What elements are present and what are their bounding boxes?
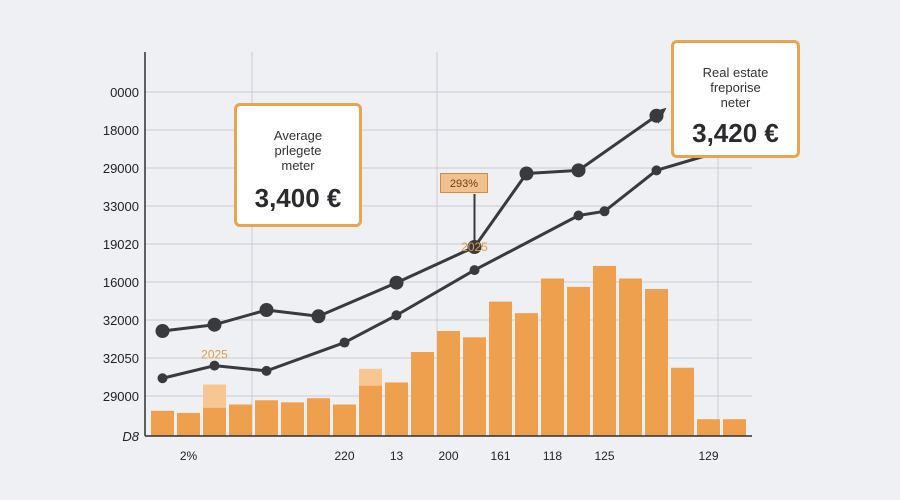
x-tick-label: 118	[543, 449, 562, 463]
series-point	[259, 303, 274, 317]
callout-average-value: 3,400 €	[254, 183, 342, 213]
bar	[697, 419, 720, 436]
x-tick-label: 161	[490, 449, 510, 463]
bar	[281, 402, 304, 436]
bar	[489, 301, 512, 436]
x-tick-label: 125	[594, 449, 614, 463]
annotation-label: 2025	[461, 240, 488, 254]
bar-highlight-cap	[359, 368, 382, 386]
bar	[229, 404, 252, 436]
x-axis-ticks: 2% 220 13 200 161 118 125 129	[180, 449, 719, 463]
bar	[463, 337, 486, 436]
series-point	[599, 206, 610, 217]
callout-average-label: Average prlegete meter	[273, 128, 323, 173]
y-tick-label: 33000	[103, 199, 139, 214]
bar	[515, 313, 538, 436]
y-axis-ticks: 0000 18000 29000 33000 19020 16000 32000 32050 2…	[103, 85, 140, 444]
series-point	[339, 337, 350, 348]
bar	[411, 352, 434, 436]
y-tick-label: 16000	[103, 275, 139, 290]
series-point	[207, 317, 222, 332]
series-point	[155, 324, 170, 338]
series-point	[573, 210, 584, 221]
series-point	[391, 310, 402, 321]
bar	[255, 400, 278, 436]
bar	[723, 419, 746, 436]
bar-highlight-cap	[203, 384, 226, 408]
x-tick-label: 129	[698, 449, 718, 463]
callout-real-estate-price: Real estate freporise neter 3,420 €	[671, 40, 800, 158]
bar	[619, 278, 642, 436]
bar	[151, 410, 174, 436]
y-tick-label: 32000	[103, 313, 139, 328]
x-tick-label: 13	[390, 449, 404, 463]
series-point	[519, 166, 534, 181]
bar	[671, 367, 694, 436]
series-point	[651, 165, 662, 176]
y-tick-label: 29000	[103, 161, 139, 176]
bar	[333, 404, 356, 436]
bar	[203, 407, 226, 436]
bar	[437, 331, 460, 436]
callout-average-price: Average prlegete meter 3,400 €	[234, 103, 362, 227]
series-point	[209, 360, 220, 371]
bar	[307, 398, 330, 436]
y-tick-label: 0000	[110, 85, 139, 100]
series-end-arrow	[652, 107, 667, 124]
bar	[177, 412, 200, 436]
series-point	[469, 265, 480, 276]
x-tick-label: 2%	[180, 449, 198, 463]
y-tick-label: D8	[122, 429, 139, 444]
series-point	[157, 373, 168, 384]
series-point	[311, 309, 326, 324]
bar	[645, 289, 668, 436]
bar	[541, 278, 564, 436]
annotation-label: 2025	[201, 347, 228, 361]
callout-real-estate-label: Real estate freporise neter	[702, 65, 769, 110]
y-tick-label: 19020	[103, 237, 139, 252]
series-point	[571, 163, 586, 178]
series-point	[261, 365, 272, 376]
series-line	[162, 145, 735, 380]
bar	[359, 385, 382, 436]
annotations: 2025 2025	[201, 240, 488, 361]
bar	[593, 265, 616, 436]
y-tick-label: 32050	[103, 351, 139, 366]
y-tick-label: 18000	[103, 123, 139, 138]
percent-badge: 293%	[440, 173, 488, 193]
callout-real-estate-value: 3,420 €	[692, 118, 779, 148]
y-tick-label: 29000	[103, 389, 139, 404]
x-tick-label: 200	[438, 449, 458, 463]
series-point	[389, 275, 404, 290]
bar	[385, 382, 408, 436]
series-point	[467, 240, 482, 254]
bar	[567, 286, 590, 436]
x-tick-label: 220	[334, 449, 354, 463]
bar-series	[151, 265, 746, 436]
